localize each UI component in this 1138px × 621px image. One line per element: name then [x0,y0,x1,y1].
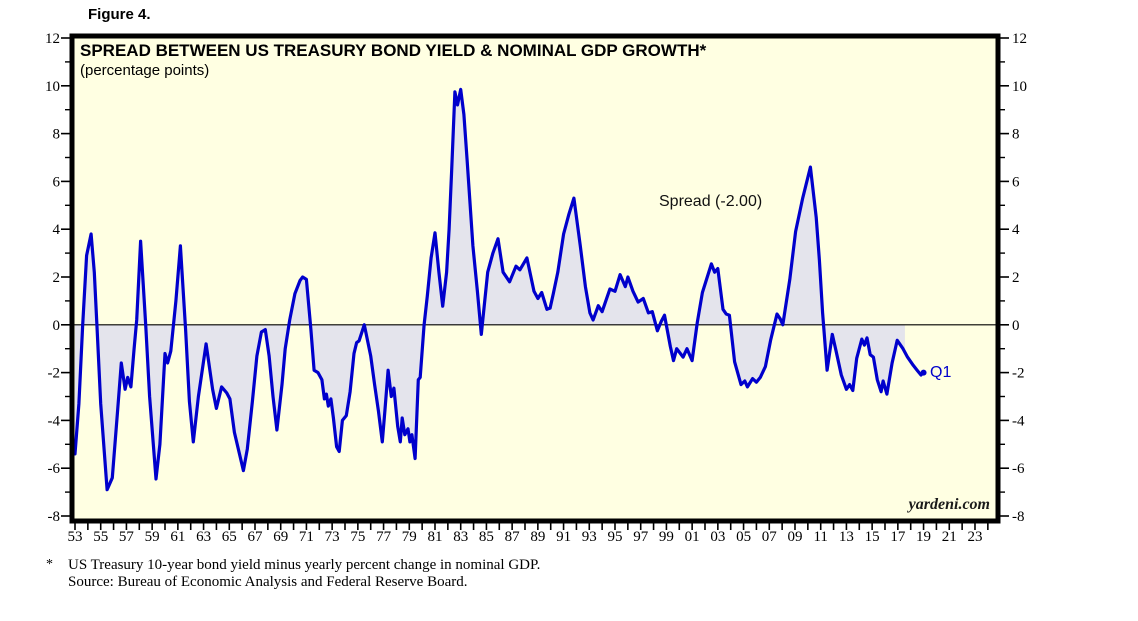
x-axis-label: 65 [222,529,237,545]
y-axis-label-left: -8 [48,509,61,525]
y-axis-label-right: -2 [1012,366,1025,382]
x-axis-label: 59 [145,529,160,545]
y-axis-label-left: 8 [53,127,61,143]
y-axis-label-right: 0 [1012,318,1020,334]
x-axis-label: 01 [685,529,700,545]
latest-point-marker [920,369,927,376]
y-axis-label-right: -8 [1012,509,1025,525]
y-axis-label-right: 4 [1012,222,1020,238]
x-axis-label: 75 [350,529,365,545]
x-axis-label: 05 [736,529,751,545]
x-axis-label: 67 [247,529,263,545]
x-axis-label: 13 [839,529,854,545]
x-axis-label: 71 [299,529,314,545]
y-axis-label-right: 6 [1012,174,1020,190]
x-axis-label: 77 [376,529,392,545]
series-annotation-spread-value: Spread (-2.00) [659,193,763,210]
x-axis-label: 93 [582,529,597,545]
y-axis-label-right: 10 [1012,79,1027,95]
x-axis-label: 21 [942,529,957,545]
y-axis-label-left: 0 [53,318,61,334]
y-axis-label-right: 12 [1012,31,1027,47]
x-axis-label: 09 [787,529,802,545]
x-axis-label: 03 [710,529,725,545]
x-axis-label: 83 [453,529,468,545]
spread-line [73,87,926,492]
x-axis-label: 17 [890,529,906,545]
y-axis-label-right: -6 [1012,461,1025,477]
x-axis-label: 19 [916,529,931,545]
x-axis-label: 95 [607,529,622,545]
x-axis-label: 73 [325,529,340,545]
x-axis-label: 23 [967,529,982,545]
x-axis-label: 07 [762,529,778,545]
x-axis-label: 81 [427,529,442,545]
figure-number-label: Figure 4. [88,6,151,23]
x-axis-label: 15 [865,529,880,545]
y-axis-label-left: 2 [53,270,61,286]
footnote-definition: US Treasury 10-year bond yield minus yea… [68,557,541,573]
chart-subtitle: (percentage points) [80,62,210,79]
y-axis-label-left: -6 [48,461,61,477]
y-axis-label-left: -2 [48,366,61,382]
x-axis-label: 97 [633,529,649,545]
x-axis-label: 89 [530,529,545,545]
chart-title: SPREAD BETWEEN US TREASURY BOND YIELD & … [80,41,707,60]
y-axis-label-left: 4 [53,222,61,238]
yardeni-watermark: yardeni.com [908,496,990,513]
y-axis-label-right: 2 [1012,270,1020,286]
x-axis-label: 55 [93,529,108,545]
footnote-source: Source: Bureau of Economic Analysis and … [68,574,468,590]
y-axis-label-left: -4 [48,413,61,429]
x-axis-label: 53 [68,529,83,545]
y-axis-label-right: 8 [1012,127,1020,143]
y-axis-label-left: 6 [53,174,61,190]
x-axis-label: 63 [196,529,211,545]
x-axis-label: 91 [556,529,571,545]
x-axis-label: 79 [402,529,417,545]
x-axis-label: 11 [813,529,827,545]
x-axis-label: 69 [273,529,288,545]
x-axis-label: 61 [170,529,185,545]
latest-quarter-label: Q1 [930,364,952,381]
x-axis-label: 99 [659,529,674,545]
plot-background [72,36,998,521]
x-axis-label: 85 [479,529,494,545]
y-axis-label-left: 12 [45,31,60,47]
y-axis-label-left: 10 [45,79,60,95]
plot-frame [69,33,1001,524]
footnote-asterisk: * [46,557,53,572]
x-axis-label: 87 [505,529,521,545]
x-axis-label: 57 [119,529,135,545]
spread-fill-area [75,89,905,490]
y-axis-label-right: -4 [1012,413,1025,429]
